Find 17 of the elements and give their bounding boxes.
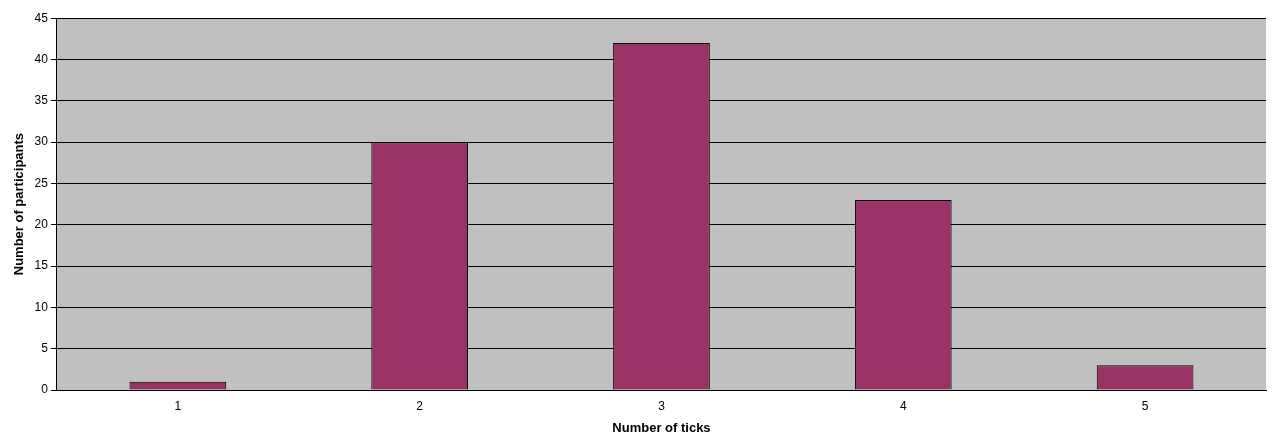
x-tick-label: 3: [658, 398, 666, 413]
y-tick-label: 15: [34, 258, 49, 273]
x-tick-label: 5: [1141, 398, 1149, 413]
x-tick-label: 4: [899, 398, 907, 413]
y-tick-label: 5: [41, 341, 49, 355]
x-tick-label: 1: [174, 398, 182, 413]
y-tick-label: 35: [34, 93, 49, 108]
y-tick-label: 40: [34, 51, 49, 66]
y-tick-label: 45: [34, 10, 49, 25]
y-tick-label: 30: [34, 134, 49, 149]
y-tick-label: 25: [34, 175, 49, 190]
y-axis-title: Number of participants: [11, 132, 27, 276]
y-tick-label: 20: [34, 217, 49, 232]
y-tick-label: 0: [41, 382, 49, 397]
x-tick-label: 2: [416, 398, 424, 413]
y-tick-label: 10: [34, 299, 49, 314]
x-axis-title: Number of ticks: [612, 419, 711, 435]
